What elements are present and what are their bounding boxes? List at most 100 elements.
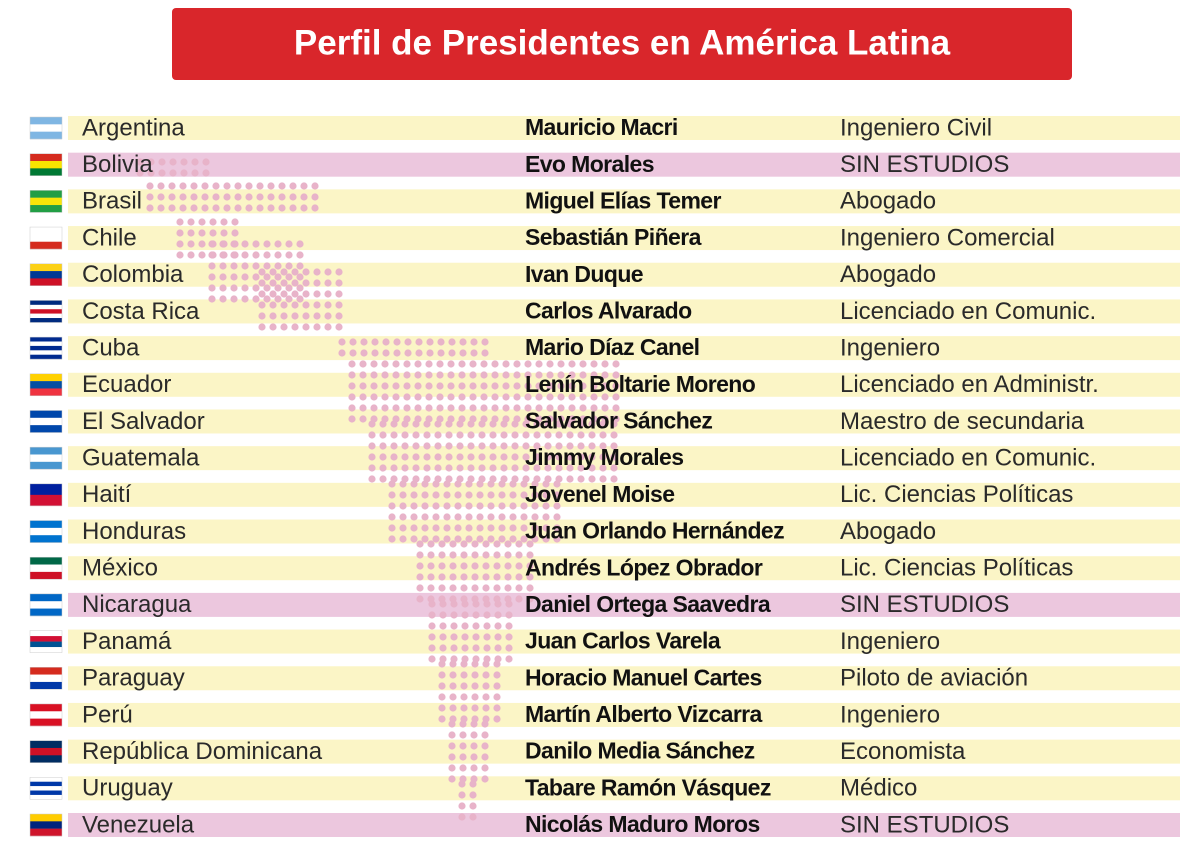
map-dot [461,622,469,630]
map-dot [410,502,418,510]
map-dot [471,671,479,679]
flag-border [29,593,63,617]
map-dot [500,420,508,428]
row-band [68,409,1180,434]
map-dot [212,182,220,190]
map-dot [296,240,304,248]
map-dot [502,404,510,412]
map-dot [258,279,266,287]
map-dot [544,431,552,439]
map-dot [263,240,271,248]
map-dot [513,360,521,368]
map-dot [412,442,420,450]
map-dot [579,371,587,379]
map-dot [438,660,446,668]
map-dot [267,204,275,212]
map-dot [482,562,490,570]
map-dot [505,644,513,652]
map-dot [348,415,356,423]
map-dot [313,290,321,298]
map-dot [478,464,486,472]
map-dot [526,573,534,581]
map-dot [493,682,501,690]
map-dot [168,193,176,201]
map-dot [481,764,489,772]
map-dot [291,323,299,331]
map-dot [546,360,554,368]
map-dot [379,442,387,450]
map-dot [335,268,343,276]
row-band [68,446,1180,471]
map-dot [359,404,367,412]
map-dot [476,480,484,488]
flag-stripe [30,388,62,396]
flag-stripe [30,571,62,580]
map-dot [445,442,453,450]
map-dot [201,204,209,212]
map-dot [566,442,574,450]
map-dot [198,218,206,226]
map-dot [568,382,576,390]
map-dot [410,480,418,488]
map-dot [438,682,446,690]
map-dot [388,524,396,532]
map-dot [401,431,409,439]
map-dot [335,279,343,287]
career: Abogado [840,261,936,288]
map-dot [349,349,357,357]
flag-stripe [30,263,62,272]
map-dot [230,295,238,303]
map-dot [234,204,242,212]
map-dot [458,791,466,799]
map-dot [263,262,271,270]
map-dot [416,584,424,592]
map-dot [489,431,497,439]
map-dot [274,240,282,248]
map-dot [410,513,418,521]
map-dot [481,720,489,728]
map-dot [460,704,468,712]
map-dot [296,284,304,292]
map-dot [568,393,576,401]
map-dot [191,169,199,177]
map-dot [403,360,411,368]
country: Guatemala [82,445,200,472]
map-dot [553,513,561,521]
flag-stripe [30,234,62,242]
flag-stripe [30,828,62,837]
map-dot [531,535,539,543]
flag-stripe [30,814,62,822]
map-dot [544,453,552,461]
map-dot [379,453,387,461]
flag-border [29,373,63,397]
map-dot [426,349,434,357]
map-dot [577,464,585,472]
map-dot [454,480,462,488]
map-dot [176,218,184,226]
map-dot [381,371,389,379]
career: Licenciado en Administr. [840,371,1099,398]
map-dot [382,338,390,346]
map-dot [421,491,429,499]
flag-stripe [30,313,62,319]
flag-stripe [30,781,62,787]
map-dot [544,420,552,428]
map-dot [553,535,561,543]
map-dot [410,524,418,532]
map-dot [599,442,607,450]
map-dot [544,442,552,450]
map-dot [472,633,480,641]
map-dot [526,551,534,559]
map-dot [392,382,400,390]
country: Panamá [82,628,172,655]
map-dot [520,513,528,521]
map-dot [601,360,609,368]
map-dot [546,382,554,390]
map-dot [291,268,299,276]
map-dot [478,420,486,428]
country: Perú [82,701,133,728]
map-dot [157,193,165,201]
flag-stripe [30,197,62,206]
map-dot [258,323,266,331]
map-dot [467,442,475,450]
